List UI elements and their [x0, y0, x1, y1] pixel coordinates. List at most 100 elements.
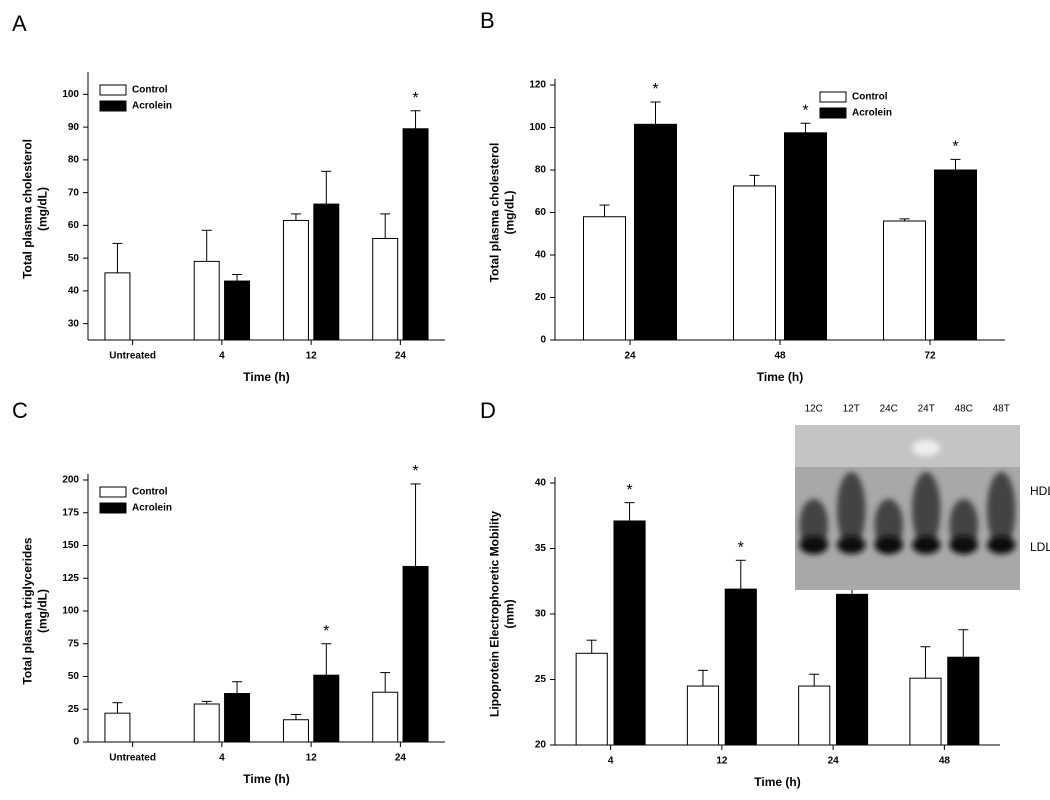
y-tick-label: 40 [535, 250, 547, 261]
bar [733, 185, 776, 341]
x-tick-label: 72 [924, 351, 936, 362]
y-tick-label: 200 [62, 475, 79, 486]
panel-letter: A [12, 11, 27, 36]
significance-marker: * [802, 102, 808, 119]
legend-label: Control [852, 92, 888, 103]
gel-band [912, 472, 941, 548]
legend-swatch [819, 91, 847, 103]
gel-band [874, 536, 903, 554]
legend-label: Acrolein [132, 101, 172, 112]
legend-swatch [99, 84, 127, 96]
y-tick-label: 50 [68, 671, 80, 682]
bar [934, 169, 977, 341]
gel-band [987, 536, 1016, 554]
gel-well-region [795, 425, 1020, 467]
x-tick-label: 48 [774, 351, 786, 362]
significance-marker: * [652, 81, 658, 98]
y-tick-label: 80 [68, 155, 80, 166]
y-tick-label: 0 [540, 335, 546, 346]
lane-label: 24C [880, 404, 898, 415]
bar [313, 203, 340, 341]
y-axis-title: (mg/dL) [36, 187, 50, 231]
significance-marker: * [412, 463, 418, 480]
bar [798, 685, 831, 746]
x-tick-label: Untreated [109, 753, 156, 764]
y-tick-label: 175 [62, 507, 79, 518]
bar [372, 691, 399, 743]
y-axis-title: Total plasma cholesterol [21, 139, 35, 279]
y-tick-label: 30 [68, 318, 80, 329]
y-axis-title: (mg/dL) [503, 191, 517, 235]
significance-marker: * [323, 623, 329, 640]
band-label: HDL [1030, 484, 1050, 498]
bar [575, 652, 608, 746]
x-tick-label: 24 [828, 756, 840, 767]
y-axis-title: Lipoprotein Electrophoretic Mobility [488, 511, 502, 717]
gel-band [837, 472, 866, 548]
bar [835, 593, 869, 746]
x-axis-title: Time (h) [757, 370, 803, 384]
significance-marker: * [626, 482, 632, 499]
gel-band [837, 536, 866, 554]
bar [784, 132, 827, 341]
gel-band [912, 536, 941, 554]
y-tick-label: 70 [68, 187, 80, 198]
legend-label: Acrolein [852, 108, 892, 119]
legend-swatch [99, 502, 127, 514]
x-tick-label: Untreated [109, 351, 156, 362]
x-tick-label: 4 [219, 753, 225, 764]
lane-label: 48T [993, 404, 1010, 415]
legend-label: Control [132, 85, 168, 96]
x-tick-label: 48 [939, 756, 951, 767]
x-axis-title: Time (h) [243, 370, 289, 384]
bar [883, 220, 926, 341]
y-tick-label: 30 [535, 609, 547, 620]
bar [224, 280, 251, 341]
lane-label: 12T [843, 404, 860, 415]
lane-label: 24T [918, 404, 935, 415]
gel-band [949, 536, 978, 554]
y-tick-label: 25 [535, 674, 547, 685]
y-tick-label: 0 [73, 737, 79, 748]
lane-label: 48C [955, 404, 973, 415]
significance-marker: * [952, 139, 958, 156]
y-tick-label: 100 [529, 122, 546, 133]
bar [909, 677, 942, 746]
x-tick-label: 4 [219, 351, 225, 362]
bar [372, 237, 399, 341]
gel-band [987, 472, 1016, 548]
bar [686, 685, 720, 746]
bar [282, 219, 309, 341]
bar [193, 260, 220, 341]
y-tick-label: 125 [62, 573, 79, 584]
bar [402, 565, 429, 743]
y-tick-label: 20 [535, 740, 547, 751]
significance-marker: * [738, 540, 744, 557]
y-tick-label: 35 [535, 543, 547, 554]
bar [583, 216, 626, 341]
y-tick-label: 150 [62, 540, 79, 551]
y-tick-label: 100 [62, 89, 79, 100]
bar [224, 693, 251, 743]
legend-swatch [99, 486, 127, 498]
x-tick-label: 24 [624, 351, 636, 362]
x-tick-label: 12 [306, 753, 318, 764]
y-tick-label: 50 [68, 253, 80, 264]
bar [724, 588, 757, 746]
bar [947, 656, 980, 746]
y-tick-label: 80 [535, 165, 547, 176]
legend-label: Control [132, 487, 168, 498]
bar [402, 128, 429, 341]
bar [193, 703, 220, 743]
bar [613, 520, 646, 746]
y-tick-label: 75 [68, 638, 80, 649]
panel-letter: B [480, 8, 495, 33]
y-tick-label: 90 [68, 122, 80, 133]
bar [634, 123, 677, 341]
significance-marker: * [412, 90, 418, 107]
y-tick-label: 60 [68, 220, 80, 231]
legend-swatch [99, 100, 127, 112]
y-axis-title: (mm) [503, 599, 517, 628]
x-tick-label: 24 [395, 351, 407, 362]
